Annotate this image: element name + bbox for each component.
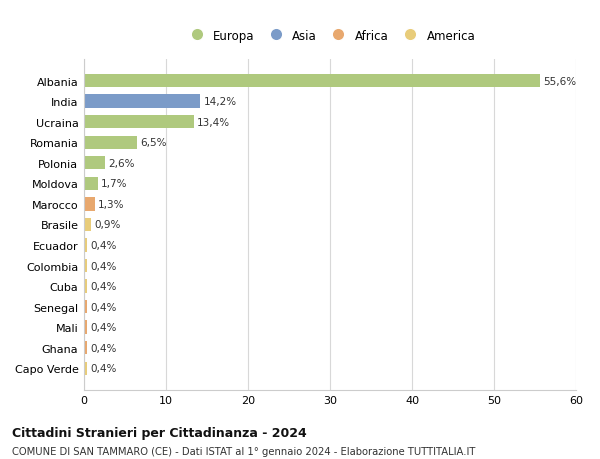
Bar	[84, 198, 95, 211]
Text: 6,5%: 6,5%	[140, 138, 167, 148]
Bar	[84, 136, 137, 150]
Bar	[84, 321, 87, 334]
Bar	[84, 95, 200, 108]
Text: 2,6%: 2,6%	[109, 158, 135, 168]
Text: 13,4%: 13,4%	[197, 118, 230, 127]
Text: 0,4%: 0,4%	[91, 261, 117, 271]
Bar	[84, 239, 87, 252]
Legend: Europa, Asia, Africa, America: Europa, Asia, Africa, America	[181, 26, 479, 46]
Bar	[84, 218, 91, 232]
Text: 55,6%: 55,6%	[543, 76, 577, 86]
Text: 14,2%: 14,2%	[204, 97, 237, 107]
Bar	[84, 259, 87, 273]
Text: 0,4%: 0,4%	[91, 364, 117, 374]
Text: 1,7%: 1,7%	[101, 179, 128, 189]
Bar	[84, 75, 540, 88]
Text: 0,4%: 0,4%	[91, 302, 117, 312]
Bar	[84, 362, 87, 375]
Bar	[84, 280, 87, 293]
Bar	[84, 116, 194, 129]
Bar	[84, 341, 87, 355]
Text: 1,3%: 1,3%	[98, 199, 124, 209]
Text: 0,9%: 0,9%	[95, 220, 121, 230]
Bar	[84, 300, 87, 313]
Text: 0,4%: 0,4%	[91, 241, 117, 251]
Text: 0,4%: 0,4%	[91, 281, 117, 291]
Text: 0,4%: 0,4%	[91, 343, 117, 353]
Text: Cittadini Stranieri per Cittadinanza - 2024: Cittadini Stranieri per Cittadinanza - 2…	[12, 426, 307, 439]
Bar	[84, 177, 98, 190]
Text: 0,4%: 0,4%	[91, 323, 117, 332]
Text: COMUNE DI SAN TAMMARO (CE) - Dati ISTAT al 1° gennaio 2024 - Elaborazione TUTTIT: COMUNE DI SAN TAMMARO (CE) - Dati ISTAT …	[12, 446, 475, 456]
Bar	[84, 157, 106, 170]
